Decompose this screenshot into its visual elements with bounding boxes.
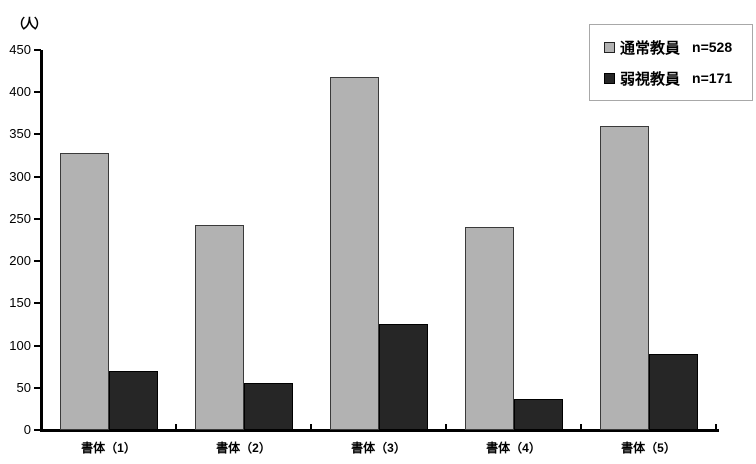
y-tick-mark	[34, 49, 41, 51]
y-tick-mark	[34, 133, 41, 136]
legend-n-count: n=171	[692, 70, 733, 86]
y-tick-label: 250	[9, 210, 31, 226]
plot-area: 0 50 100 150 200 250 300 350 400 450 書体（1） 書体（2） 書体（…	[9, 42, 719, 455]
x-category-label: 書体（1）	[81, 441, 136, 455]
x-category-label: 書体（3）	[351, 441, 406, 455]
x-tick-mark	[175, 424, 177, 430]
y-tick-mark	[34, 91, 41, 94]
x-category-label: 書体（4）	[486, 441, 541, 455]
bar-normal-teachers-3	[329, 77, 379, 430]
y-tick-mark	[34, 429, 41, 431]
y-tick-label: 450	[9, 42, 31, 57]
y-axis-line	[40, 50, 43, 432]
bar-low-vision-teachers-2	[243, 382, 293, 430]
bar-normal-teachers-1	[59, 153, 109, 430]
bar-low-vision-teachers-4	[513, 398, 563, 430]
legend-swatch-gray-icon	[604, 41, 615, 53]
y-tick-mark	[34, 175, 41, 178]
bar-normal-teachers-2	[194, 224, 244, 430]
y-tick-mark	[34, 260, 41, 263]
x-tick-mark	[715, 424, 717, 430]
bar-normal-teachers-5	[599, 126, 649, 430]
y-tick-label: 350	[9, 126, 31, 142]
y-tick-label: 200	[9, 253, 31, 269]
y-tick-label: 0	[23, 422, 31, 437]
legend: 通常教員 n=528 弱視教員 n=171	[589, 24, 753, 101]
x-category-label: 書体（5）	[621, 441, 676, 455]
y-tick-label: 400	[9, 84, 31, 100]
y-tick-mark	[34, 217, 41, 220]
y-tick-label: 300	[9, 168, 31, 184]
x-tick-mark	[580, 424, 582, 430]
bar-low-vision-teachers-3	[378, 324, 428, 430]
legend-item-low-vision-teachers: 弱視教員 n=171	[604, 68, 752, 89]
legend-item-normal-teachers: 通常教員 n=528	[604, 37, 752, 58]
y-tick-mark	[34, 302, 41, 305]
x-tick-mark	[445, 424, 447, 430]
legend-swatch-black-icon	[604, 72, 615, 84]
bar-low-vision-teachers-5	[648, 354, 698, 430]
y-axis-unit-label: （人）	[12, 16, 47, 31]
bar-low-vision-teachers-1	[108, 370, 158, 430]
x-tick-mark	[310, 424, 312, 430]
bar-normal-teachers-4	[464, 227, 514, 430]
y-tick-mark	[34, 344, 41, 347]
y-tick-label: 50	[16, 379, 31, 395]
legend-n-count: n=528	[692, 39, 733, 55]
y-tick-mark	[34, 386, 41, 389]
y-tick-label: 150	[9, 295, 31, 311]
legend-label: 通常教員	[620, 39, 681, 57]
legend-label: 弱視教員	[620, 70, 681, 88]
x-category-label: 書体（2）	[216, 441, 271, 455]
y-tick-label: 100	[9, 337, 31, 353]
x-axis-line	[40, 429, 719, 432]
